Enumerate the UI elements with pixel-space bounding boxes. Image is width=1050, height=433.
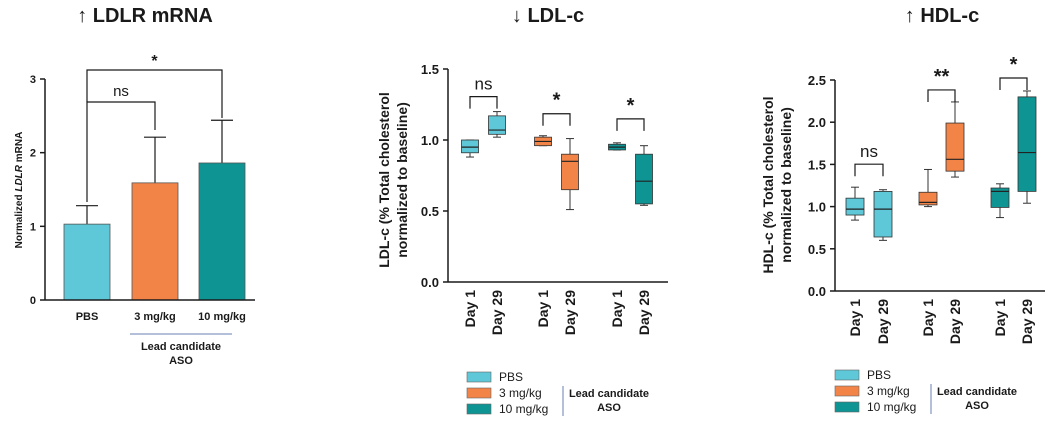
hdl-box xyxy=(918,191,938,206)
ldl-x-tick-label: Day 1 xyxy=(609,290,625,328)
hdl-sig-bracket xyxy=(927,89,956,102)
hdl-legend: PBS 3 mg/kg 10 mg/kg Lead candidate ASO xyxy=(834,368,1017,414)
ldlr-bar xyxy=(198,162,246,301)
hdl-sig-bracket xyxy=(854,163,884,177)
hdl-y-tick-label: 0.0 xyxy=(808,284,826,299)
ldl-sig-label: ns xyxy=(475,75,493,94)
ldl-sig-label: * xyxy=(627,95,635,117)
hdl-box xyxy=(845,197,865,216)
hdl-y-axis-label-line2: normalized to baseline) xyxy=(778,107,794,263)
hdl-legend-label: PBS xyxy=(867,368,891,382)
ldl-box xyxy=(488,115,506,135)
hdl-legend-group-line2: ASO xyxy=(965,400,989,412)
ldlr-group-label-line2: ASO xyxy=(169,355,193,367)
ldl-x-tick-label: Day 1 xyxy=(462,290,478,328)
ldlr-y-axis-label: Normalized LDLR mRNA xyxy=(14,132,25,249)
ldl-y-tick-label: 0.0 xyxy=(421,275,439,290)
ldl-sig-bracket xyxy=(542,113,571,126)
hdl-legend-swatch xyxy=(834,385,860,397)
ldl-x-tick-label: Day 1 xyxy=(535,290,551,328)
ldl-x-tick-label: Day 29 xyxy=(562,290,578,335)
ldlr-x-tick-label: 3 mg/kg xyxy=(134,311,176,323)
hdl-y-axis-label-line1: HDL-c (% Total cholesterol xyxy=(760,96,776,273)
hdl-sig-label: ns xyxy=(860,142,878,161)
ldl-x-tick-label: Day 29 xyxy=(636,290,652,335)
hdl-sig-label: * xyxy=(1010,54,1018,76)
hdl-y-tick-label: 2.0 xyxy=(808,115,826,130)
hdl-y-tick-label: 1.5 xyxy=(808,157,826,172)
ldlr-bar xyxy=(131,182,179,301)
hdl-legend-group-line1: Lead candidate xyxy=(937,386,1017,398)
hdl-x-tick-label: Day 29 xyxy=(875,299,891,344)
ldlr-x-tick-label: PBS xyxy=(76,311,99,323)
hdl-c-chart: ↑ HDL-c HDL-c (% Total cholesterol norma… xyxy=(760,5,1045,344)
hdl-chart-title: ↑ HDL-c xyxy=(905,5,979,27)
hdl-legend-label: 3 mg/kg xyxy=(867,384,910,398)
ldlr-sig-bracket xyxy=(86,101,156,202)
ldl-legend-label: 3 mg/kg xyxy=(499,386,542,400)
hdl-legend-swatch xyxy=(834,401,860,413)
ldl-legend-label: PBS xyxy=(499,370,523,384)
hdl-box xyxy=(873,191,893,238)
ldlr-sig-bracket xyxy=(86,69,223,118)
ldl-box xyxy=(461,139,479,154)
ldlr-y-tick-label: 0 xyxy=(30,295,36,307)
ldl-sig-bracket xyxy=(469,95,498,109)
hdl-box xyxy=(990,187,1010,208)
ldlr-y-tick-label: 1 xyxy=(30,221,36,233)
hdl-x-tick-label: Day 29 xyxy=(1019,299,1035,344)
ldlr-chart-title: ↑ LDLR mRNA xyxy=(77,5,213,27)
hdl-y-tick-label: 0.5 xyxy=(808,242,826,257)
ldlr-sig-label: * xyxy=(151,53,158,70)
ldl-legend-swatch xyxy=(466,371,492,383)
ldl-y-tick-label: 0.5 xyxy=(421,204,439,219)
ldl-legend-swatch xyxy=(466,387,492,399)
ldl-c-chart: ↓ LDL-c LDL-c (% Total cholesterol norma… xyxy=(376,5,668,335)
ldlr-group-label-line1: Lead candidate xyxy=(141,341,221,353)
ldl-y-axis-label-line1: LDL-c (% Total cholesterol xyxy=(376,92,392,268)
ldl-legend: PBS 3 mg/kg 10 mg/kg Lead candidate ASO xyxy=(466,370,649,416)
ldl-y-axis-label-line2: normalized to baseline) xyxy=(394,102,410,258)
hdl-x-tick-label: Day 1 xyxy=(920,299,936,337)
hdl-sig-label: ** xyxy=(934,66,950,88)
ldl-chart-title: ↓ LDL-c xyxy=(512,5,584,27)
hdl-x-tick-label: Day 1 xyxy=(847,299,863,337)
ldlr-y-tick-label: 3 xyxy=(30,74,36,86)
ldl-legend-group-line1: Lead candidate xyxy=(569,388,649,400)
ldl-box xyxy=(635,153,653,205)
ldl-sig-bracket xyxy=(616,118,645,131)
hdl-x-tick-label: Day 1 xyxy=(992,299,1008,337)
ldlr-bar xyxy=(63,223,111,301)
hdl-legend-swatch xyxy=(834,369,860,381)
ldl-x-tick-label: Day 29 xyxy=(489,290,505,335)
ldl-box xyxy=(561,153,579,191)
hdl-box xyxy=(1017,96,1037,192)
ldlr-x-tick-label: 10 mg/kg xyxy=(198,311,246,323)
hdl-y-tick-label: 2.5 xyxy=(808,73,826,88)
ldlr-mrna-chart: ↑ LDLR mRNA Normalized LDLR mRNA 0 1 2 3 PB… xyxy=(14,5,255,367)
ldl-legend-label: 10 mg/kg xyxy=(499,402,548,416)
hdl-legend-label: 10 mg/kg xyxy=(867,400,916,414)
hdl-box xyxy=(945,122,965,172)
ldl-sig-label: * xyxy=(553,90,561,112)
hdl-x-tick-label: Day 29 xyxy=(947,299,963,344)
hdl-sig-bracket xyxy=(999,77,1028,90)
ldl-y-tick-label: 1.5 xyxy=(421,62,439,77)
ldl-legend-group-line2: ASO xyxy=(597,402,621,414)
ldlr-sig-label: ns xyxy=(113,83,129,100)
ldl-y-tick-label: 1.0 xyxy=(421,133,439,148)
hdl-y-tick-label: 1.0 xyxy=(808,200,826,215)
ldlr-y-tick-label: 2 xyxy=(30,148,36,160)
ldl-legend-swatch xyxy=(466,403,492,415)
